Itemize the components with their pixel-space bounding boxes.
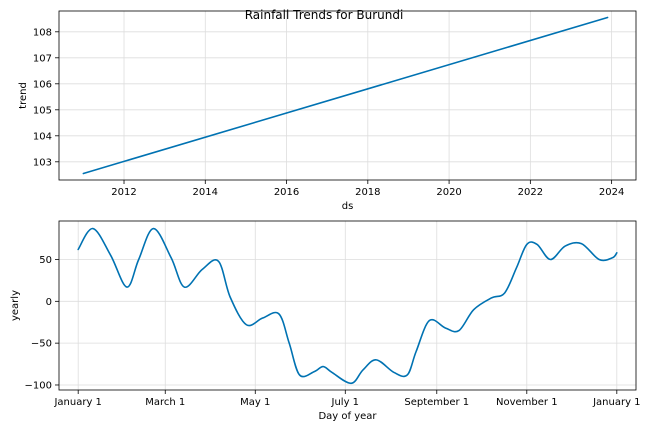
y-tick-label: −100: [25, 380, 52, 391]
x-tick-label: September 1: [404, 397, 469, 408]
y-tick-label: 50: [39, 255, 52, 266]
plot-area-frame: [58, 10, 637, 181]
x-tick-label: 2012: [111, 187, 136, 198]
y-tick-label: 0: [46, 297, 52, 308]
chart-title: Rainfall Trends for Burundi: [245, 8, 404, 22]
x-tick-label: January 1: [592, 397, 640, 408]
trend-panel: 2012 2014 2016 2018 2020 2022 2024 103 104 105 106…: [18, 8, 637, 212]
y-tick-label: 105: [33, 105, 52, 116]
y-axis-label: trend: [18, 82, 29, 109]
y-tick-label: 103: [33, 157, 52, 168]
y-axis-label: yearly: [10, 290, 21, 321]
x-tick-label: 2020: [436, 187, 461, 198]
y-tick-label: −50: [31, 339, 52, 350]
y-tick-label: 106: [33, 79, 52, 90]
x-tick-label: 2022: [518, 187, 543, 198]
x-tick-label: 2018: [355, 187, 380, 198]
x-axis-label: Day of year: [318, 411, 377, 422]
x-tick-label: 2014: [193, 187, 218, 198]
trend-series-line: [82, 16, 609, 175]
y-tick-label: 107: [33, 53, 52, 64]
x-tick-label: 2016: [274, 187, 299, 198]
x-tick-label: July 1: [331, 397, 360, 408]
yearly-series-line: [77, 227, 618, 385]
x-axis-label: ds: [342, 201, 354, 212]
x-tick-label: May 1: [240, 397, 270, 408]
plot-area-frame: [58, 220, 637, 391]
x-tick-label: November 1: [496, 397, 558, 408]
y-tick-label: 104: [33, 131, 52, 142]
yearly-panel: January 1 March 1 May 1 July 1 September 1 No…: [10, 220, 641, 422]
x-tick-label: January 1: [53, 397, 101, 408]
x-tick-label: March 1: [145, 397, 185, 408]
x-tick-label: 2024: [599, 187, 624, 198]
y-tick-label: 108: [33, 27, 52, 38]
